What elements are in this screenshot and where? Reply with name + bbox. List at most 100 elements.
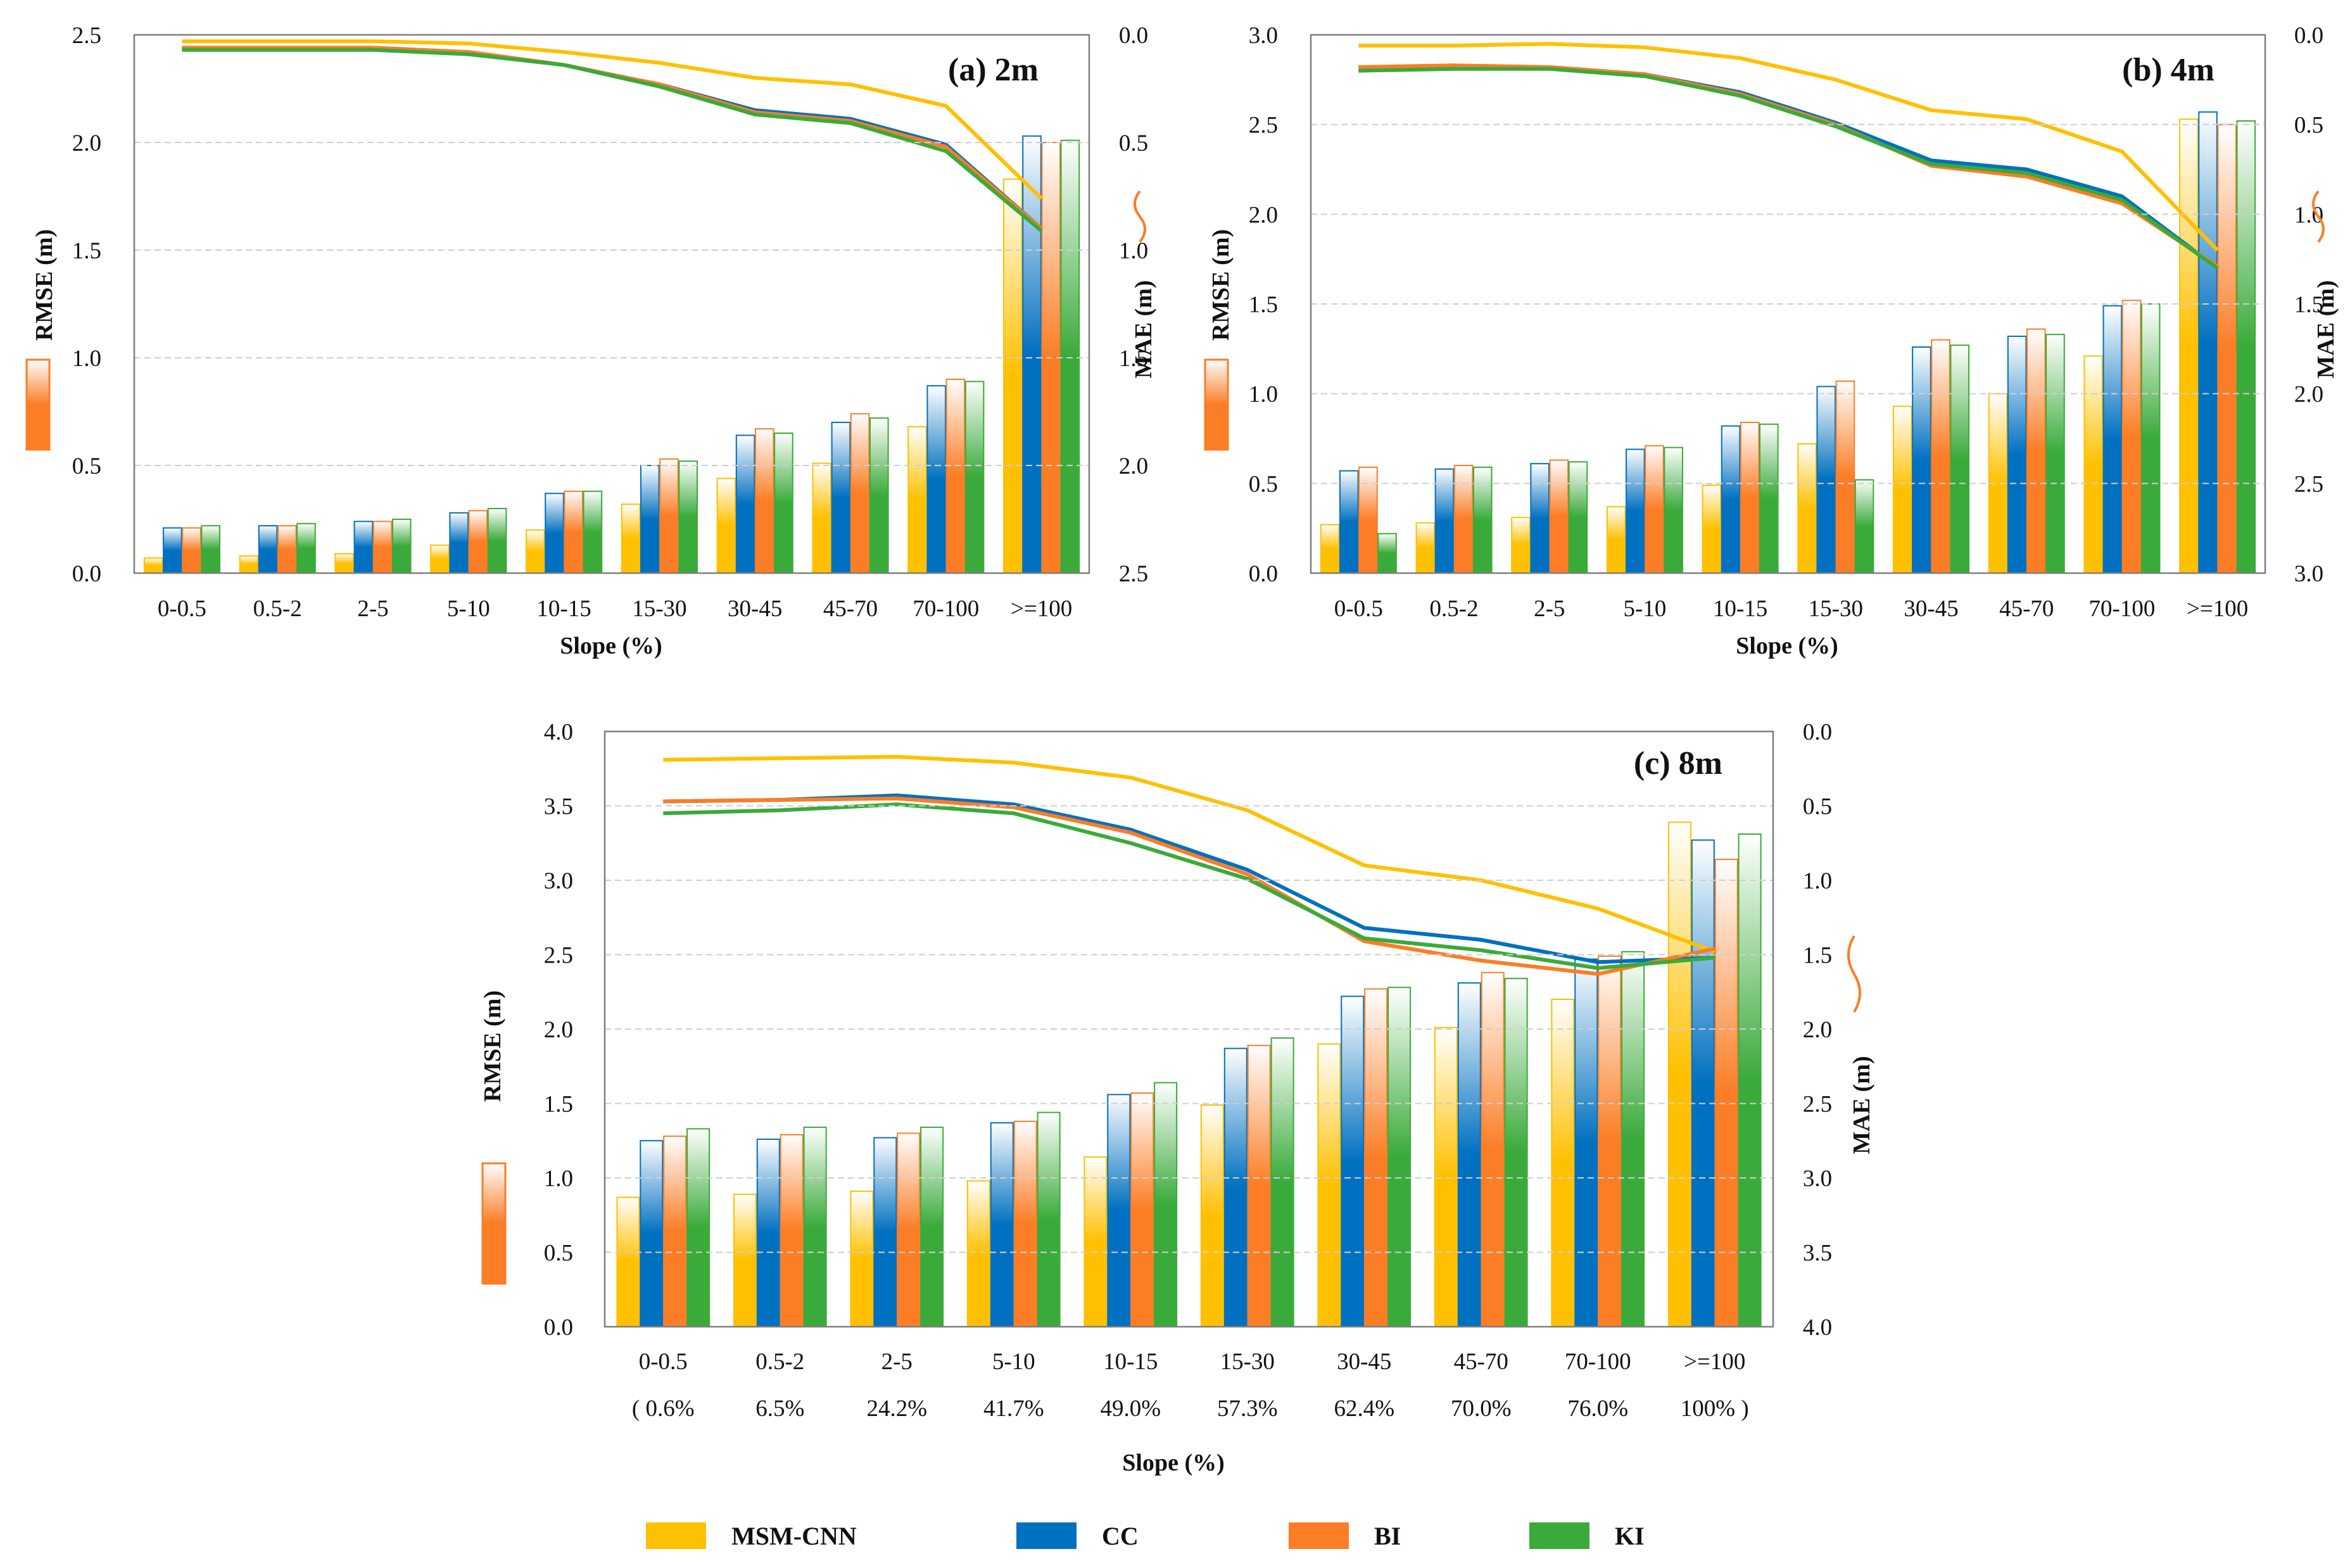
- bar-bi: [1931, 339, 1950, 574]
- bar-cc: [1691, 839, 1715, 1328]
- bar-cc: [2007, 336, 2027, 574]
- x-tick-label: 70-100: [2089, 596, 2156, 622]
- y-right-tick-label: 2.0: [1803, 1017, 1832, 1043]
- bar-ki: [1854, 479, 1874, 574]
- bar-cc: [2102, 305, 2123, 574]
- bar-bi: [754, 428, 774, 574]
- legend-label-ki: KI: [1615, 1522, 1645, 1550]
- line-ki: [663, 802, 1715, 970]
- x-tick-label: >=100: [2187, 596, 2248, 622]
- y-left-tick-label: 4.0: [544, 719, 573, 745]
- x-tick-label: 0.5-2: [755, 1349, 804, 1375]
- y-left-tick-label: 2.0: [544, 1017, 573, 1043]
- y-left-tick-label: 3.5: [544, 794, 573, 820]
- bar-ki: [1060, 139, 1080, 574]
- bar-ki: [2140, 303, 2161, 574]
- bar-msm-cnn: [1667, 821, 1691, 1327]
- x-tick-label: 30-45: [1904, 596, 1958, 622]
- x-tick-label: 70-100: [1565, 1349, 1631, 1375]
- y-right-tick-label: 0.0: [1119, 23, 1148, 49]
- x-tick-percent: 49.0%: [1100, 1396, 1161, 1422]
- bar-msm-cnn: [334, 553, 355, 574]
- y-axis-right-title: MAE (m): [2313, 280, 2339, 378]
- y-axis-left-title: RMSE (m): [479, 990, 506, 1102]
- y-right-tick-label: 3.0: [2294, 561, 2323, 587]
- bar-ki: [1568, 461, 1588, 574]
- y-left-tick-label: 1.5: [72, 238, 101, 264]
- x-tick-label: 10-15: [1713, 596, 1767, 622]
- legend-swatch-cc: [1016, 1522, 1077, 1549]
- bar-cc: [1107, 1094, 1131, 1328]
- bar-msm-cnn: [239, 555, 259, 574]
- bar-ki: [2236, 120, 2256, 574]
- bar-bi: [564, 490, 584, 574]
- y-right-tick-label: 4.0: [1803, 1315, 1832, 1341]
- y-left-tick-label: 2.0: [72, 130, 101, 156]
- line-cc: [1358, 65, 2219, 270]
- x-tick-label: 0-0.5: [639, 1349, 688, 1375]
- bar-bi: [1645, 445, 1664, 574]
- bar-ki: [391, 519, 412, 574]
- bar-bi: [182, 527, 201, 574]
- y-right-tick-label: 3.5: [1803, 1241, 1832, 1267]
- bar-msm-cnn: [1320, 524, 1340, 574]
- y-right-tick-label: 1.0: [1803, 868, 1832, 894]
- y-left-tick-label: 2.5: [1249, 113, 1278, 139]
- x-tick-label: 15-30: [1809, 596, 1863, 622]
- y-left-tick-label: 2.5: [544, 943, 573, 969]
- bar-cc: [258, 525, 278, 574]
- y-left-tick-label: 0.0: [72, 561, 101, 587]
- y-right-tick-label: 0.0: [2294, 23, 2323, 49]
- bar-bi: [1598, 955, 1622, 1327]
- bar-ki: [296, 522, 316, 574]
- bar-cc: [1574, 958, 1598, 1328]
- bar-cc: [1457, 982, 1481, 1327]
- bar-msm-cnn: [966, 1180, 990, 1327]
- line-ki: [182, 47, 1043, 232]
- bar-cc: [1341, 996, 1365, 1328]
- bar-ki: [2045, 334, 2065, 574]
- legend-label-bi: BI: [1374, 1522, 1401, 1550]
- y-right-tick-label: 2.5: [1119, 561, 1148, 587]
- bar-cc: [1339, 470, 1359, 574]
- y-right-tick-label: 0.5: [1803, 794, 1832, 820]
- y-left-tick-label: 0.5: [544, 1241, 573, 1267]
- bar-msm-cnn: [1317, 1043, 1341, 1327]
- bar-cc: [353, 521, 374, 574]
- y-left-tick-label: 3.0: [1249, 23, 1278, 49]
- x-tick-percent: 57.3%: [1217, 1396, 1278, 1422]
- bar-msm-cnn: [2083, 355, 2104, 574]
- legend-label-msm-cnn: MSM-CNN: [731, 1522, 857, 1550]
- bar-bi: [1247, 1044, 1271, 1327]
- bar-ki: [1950, 345, 1970, 574]
- y-right-tick-label: 1.5: [2294, 292, 2323, 318]
- bar-msm-cnn: [1797, 443, 1817, 574]
- bar-msm-cnn: [2179, 118, 2199, 574]
- x-tick-percent: ( 0.6%: [632, 1396, 695, 1422]
- x-tick-percent: 70.0%: [1451, 1396, 1512, 1422]
- x-tick-percent: 62.4%: [1334, 1396, 1394, 1422]
- axis-break-mark: [1134, 190, 1146, 243]
- bar-msm-cnn: [1606, 506, 1626, 574]
- line-bi: [1358, 63, 2219, 269]
- y-left-tick-label: 0.0: [544, 1315, 573, 1341]
- bar-bi: [850, 413, 870, 574]
- plot-frame: [1310, 34, 2266, 574]
- x-tick-label: 30-45: [728, 596, 782, 622]
- bar-msm-cnn: [733, 1193, 757, 1327]
- y-right-tick-label: 0.5: [2294, 113, 2323, 139]
- bar-cc: [1816, 386, 1836, 574]
- x-axis-title: Slope (%): [560, 633, 662, 659]
- bar-ki: [1759, 423, 1779, 574]
- bar-msm-cnn: [1200, 1104, 1224, 1327]
- x-tick-label: 30-45: [1337, 1349, 1391, 1375]
- bar-msm-cnn: [616, 1196, 640, 1328]
- bar-msm-cnn: [1551, 999, 1575, 1327]
- bar-msm-cnn: [526, 529, 545, 574]
- bar-ki: [1504, 978, 1528, 1327]
- bar-ki: [1387, 987, 1412, 1327]
- y-right-tick-label: 2.5: [1803, 1092, 1832, 1118]
- y-right-tick-label: 2.0: [2294, 382, 2323, 408]
- bar-bi: [277, 525, 297, 574]
- x-tick-label: 5-10: [447, 596, 490, 622]
